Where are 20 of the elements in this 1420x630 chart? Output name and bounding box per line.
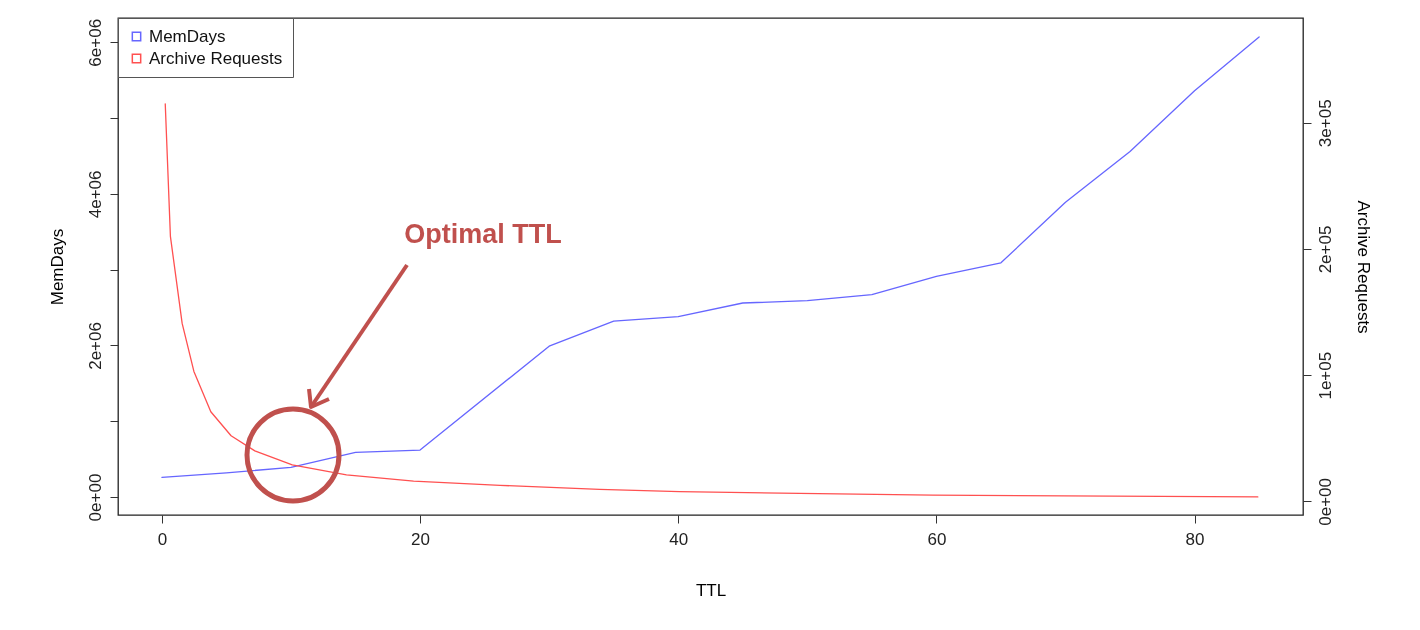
y2-tick-label: 0e+00 (1315, 477, 1335, 526)
y-tick-label: 2e+06 (85, 322, 105, 370)
x-tick-label: 60 (927, 529, 947, 549)
y-axis-title: MemDays (47, 228, 67, 306)
y-tick-label: 4e+06 (85, 170, 105, 219)
x-axis-title: TTL (695, 580, 727, 600)
legend-label: Archive Requests (149, 48, 283, 68)
line-series (164, 103, 1259, 498)
x-tick-label: 80 (1185, 529, 1205, 549)
y-tick-label: 0e+00 (85, 473, 105, 522)
x-tick-label: 40 (669, 529, 689, 549)
annotation: Optimal TTL (404, 219, 562, 249)
y2-axis-title: Archive Requests (1353, 200, 1373, 334)
legend-label: MemDays (149, 26, 226, 46)
y2-tick-label: 2e+05 (1315, 225, 1335, 274)
x-tick-label: 20 (411, 529, 431, 549)
y2-tick-label: 1e+05 (1315, 351, 1335, 400)
y-tick-label: 6e+06 (85, 18, 105, 67)
y2-tick-label: 3e+05 (1315, 99, 1335, 148)
x-tick-label: 0 (157, 529, 168, 549)
